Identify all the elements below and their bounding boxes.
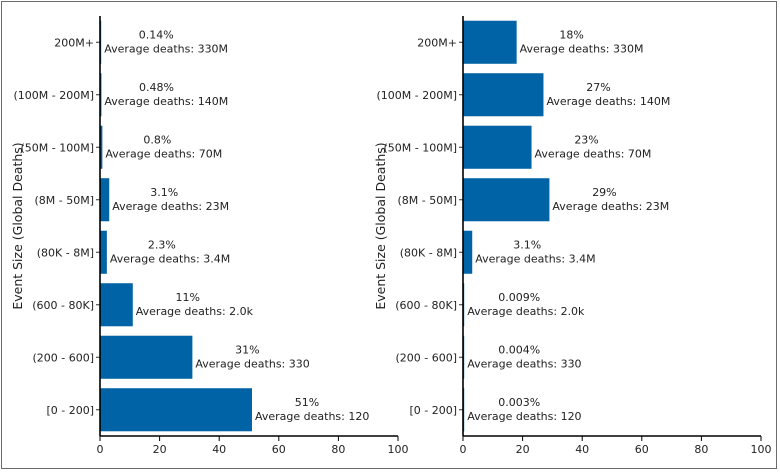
- chart1-value-label-3: 0.8%: [143, 133, 171, 146]
- chart2-x-tick-label-40: 40: [575, 443, 589, 456]
- chart2-annotation-2: Average deaths: 140M: [546, 95, 670, 108]
- chart1-category-label-8: [0 - 200]: [46, 404, 94, 417]
- chart2-category-label-3: (50M - 100M]: [383, 141, 457, 154]
- chart2-category-label-5: (80K - 8M]: [400, 246, 457, 259]
- chart2-x-tick-label-80: 80: [694, 443, 708, 456]
- chart1-value-label-6: 11%: [176, 291, 200, 304]
- chart1-value-label-8: 51%: [295, 396, 319, 409]
- chart1-bar-6: [100, 283, 133, 327]
- chart2-value-label-5: 3.1%: [513, 238, 541, 251]
- chart1-category-label-7: (200 - 600]: [32, 351, 94, 364]
- chart2-value-label-2: 27%: [586, 81, 610, 94]
- chart1-annotation-4: Average deaths: 23M: [112, 200, 229, 213]
- chart2-bar-4: [463, 178, 550, 222]
- chart2-x-tick-label-60: 60: [635, 443, 649, 456]
- chart2-annotation-5: Average deaths: 3.4M: [475, 252, 595, 265]
- chart1-value-label-2: 0.48%: [139, 81, 174, 94]
- chart2-value-label-7: 0.004%: [498, 343, 540, 356]
- chart2-category-label-6: (600 - 80K]: [395, 299, 457, 312]
- chart2-bar-3: [463, 125, 532, 169]
- chart1-bar-5: [100, 230, 107, 274]
- chart2-x-tick-label-0: 0: [460, 443, 467, 456]
- chart1-category-label-5: (80K - 8M]: [37, 246, 94, 259]
- chart2-category-label-1: 200M+: [417, 36, 457, 49]
- chart1-category-label-3: (50M - 100M]: [20, 141, 94, 154]
- chart2-annotation-3: Average deaths: 70M: [535, 147, 652, 160]
- chart1-annotation-1: Average deaths: 330M: [104, 42, 228, 55]
- chart1-category-label-6: (600 - 80K]: [32, 299, 94, 312]
- chart2-category-label-7: (200 - 600]: [395, 351, 457, 364]
- chart1-annotation-6: Average deaths: 2.0k: [136, 305, 254, 318]
- chart1-value-label-4: 3.1%: [150, 186, 178, 199]
- chart1-annotation-5: Average deaths: 3.4M: [110, 252, 230, 265]
- chart2-annotation-8: Average deaths: 120: [467, 410, 581, 423]
- chart2-x-tick-label-20: 20: [516, 443, 530, 456]
- chart1-value-label-5: 2.3%: [148, 238, 176, 251]
- chart2-x-tick-label-100: 100: [751, 443, 772, 456]
- chart1-y-axis-title: Event Size (Global Deaths): [10, 142, 25, 309]
- chart1-bar-7: [100, 335, 193, 379]
- chart1-x-tick-label-60: 60: [272, 443, 286, 456]
- chart2-category-label-2: (100M - 200M]: [376, 89, 457, 102]
- chart1-bar-4: [100, 178, 110, 222]
- chart2-value-label-6: 0.009%: [498, 291, 540, 304]
- chart2-bar-1: [463, 20, 517, 64]
- chart1-annotation-7: Average deaths: 330: [195, 357, 309, 370]
- chart1-bar-3: [100, 125, 103, 169]
- chart1-x-tick-label-80: 80: [331, 443, 345, 456]
- chart2-bar-5: [463, 230, 473, 274]
- chart2-value-label-4: 29%: [592, 186, 616, 199]
- chart1-x-tick-label-20: 20: [153, 443, 167, 456]
- chart2-y-axis-title: Event Size (Global Deaths): [373, 142, 388, 309]
- chart2-value-label-3: 23%: [574, 133, 598, 146]
- chart2-annotation-1: Average deaths: 330M: [520, 42, 644, 55]
- chart1-value-label-1: 0.14%: [139, 28, 174, 41]
- chart1-category-label-1: 200M+: [54, 36, 94, 49]
- chart1-x-tick-label-100: 100: [388, 443, 409, 456]
- chart2-annotation-4: Average deaths: 23M: [552, 200, 669, 213]
- chart2-annotation-7: Average deaths: 330: [467, 357, 581, 370]
- chart1-annotation-2: Average deaths: 140M: [104, 95, 228, 108]
- chart1-annotation-3: Average deaths: 70M: [105, 147, 222, 160]
- chart1-category-label-4: (8M - 50M]: [34, 194, 94, 207]
- chart1-value-label-7: 31%: [235, 343, 259, 356]
- chart1-x-tick-label-40: 40: [212, 443, 226, 456]
- chart2-category-label-4: (8M - 50M]: [397, 194, 457, 207]
- chart2-bar-2: [463, 73, 544, 117]
- chart1-category-label-2: (100M - 200M]: [13, 89, 94, 102]
- chart2-value-label-8: 0.003%: [498, 396, 540, 409]
- chart2-annotation-6: Average deaths: 2.0k: [467, 305, 585, 318]
- chart1-x-tick-label-0: 0: [97, 443, 104, 456]
- chart1-annotation-8: Average deaths: 120: [255, 410, 369, 423]
- chart2-value-label-1: 18%: [559, 28, 583, 41]
- chart1-bar-8: [100, 388, 252, 432]
- chart2-category-label-8: [0 - 200]: [409, 404, 457, 417]
